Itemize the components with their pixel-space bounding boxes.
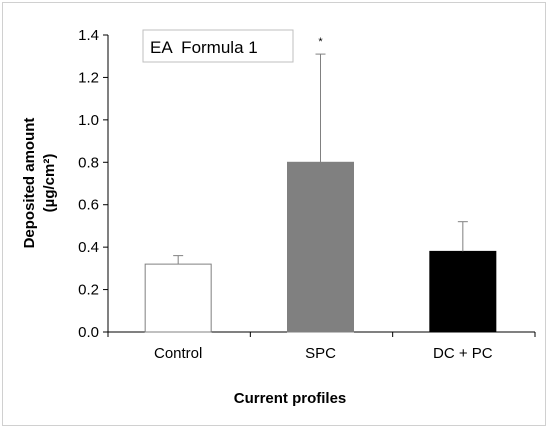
y-tick-label: 0.6 (78, 197, 99, 214)
bar-control (144, 263, 212, 333)
x-tick-label: DC + PC (433, 345, 493, 362)
y-tick-label: 0.8 (78, 154, 99, 171)
chart-frame (2, 2, 546, 426)
y-axis-title-line2: (µg/cm²) (41, 154, 58, 213)
legend-box: EA Formula 1 (142, 29, 294, 63)
y-tick-label: 0.0 (78, 324, 99, 341)
y-ticks: 0.0 0.2 0.4 0.6 0.8 1.0 1.2 1.4 (78, 27, 108, 341)
bar-spc (287, 161, 354, 333)
x-tick-label: Control (154, 345, 202, 362)
bar-dc-pc (429, 250, 497, 333)
x-ticks: Control SPC DC + PC (107, 332, 536, 362)
x-tick-label: SPC (305, 345, 336, 362)
x-axis-title: Current profiles (234, 390, 347, 407)
chart-title: EA Formula 1 (150, 38, 258, 57)
y-tick-label: 1.0 (78, 112, 99, 129)
y-axis-title-line1: Deposited amount (21, 118, 38, 249)
y-tick-label: 1.4 (78, 27, 99, 44)
y-axis-title: Deposited amount (µg/cm²) (21, 118, 58, 249)
y-tick-label: 0.4 (78, 239, 99, 256)
y-tick-label: 1.2 (78, 69, 99, 86)
y-tick-label: 0.2 (78, 282, 99, 299)
bars: * (144, 36, 497, 333)
significance-marker: * (318, 36, 323, 48)
legend-border (142, 29, 294, 63)
